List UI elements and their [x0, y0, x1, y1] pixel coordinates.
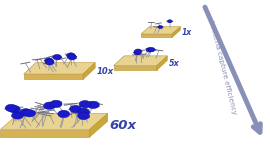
Ellipse shape — [134, 50, 141, 55]
Polygon shape — [172, 27, 180, 37]
Polygon shape — [113, 66, 157, 70]
Ellipse shape — [79, 100, 91, 108]
Polygon shape — [157, 56, 167, 70]
Ellipse shape — [45, 60, 54, 65]
Polygon shape — [0, 130, 89, 137]
Polygon shape — [0, 114, 108, 130]
Ellipse shape — [5, 104, 17, 112]
FancyArrowPatch shape — [205, 7, 260, 132]
Ellipse shape — [167, 20, 172, 23]
Ellipse shape — [58, 110, 70, 118]
Ellipse shape — [146, 48, 153, 52]
Ellipse shape — [45, 58, 53, 63]
Ellipse shape — [50, 100, 62, 108]
Polygon shape — [24, 74, 83, 79]
Ellipse shape — [134, 49, 141, 53]
Text: 60x: 60x — [109, 119, 136, 132]
Ellipse shape — [53, 54, 62, 60]
Polygon shape — [113, 56, 167, 66]
Text: 10x: 10x — [97, 67, 114, 76]
Polygon shape — [83, 63, 95, 79]
Ellipse shape — [44, 102, 56, 109]
Ellipse shape — [78, 112, 90, 120]
Ellipse shape — [78, 108, 90, 116]
Polygon shape — [141, 27, 180, 34]
Text: bacteria capture efficiency: bacteria capture efficiency — [208, 19, 238, 115]
Polygon shape — [24, 63, 95, 74]
Text: 1x: 1x — [182, 28, 192, 37]
Ellipse shape — [148, 47, 155, 52]
Ellipse shape — [87, 101, 99, 109]
Ellipse shape — [70, 105, 82, 113]
Ellipse shape — [12, 112, 23, 119]
Ellipse shape — [67, 53, 75, 58]
Ellipse shape — [158, 26, 163, 29]
Ellipse shape — [23, 110, 35, 117]
Ellipse shape — [20, 109, 32, 116]
Polygon shape — [141, 34, 172, 37]
Ellipse shape — [68, 55, 76, 60]
Ellipse shape — [8, 105, 20, 113]
Polygon shape — [89, 114, 108, 137]
Text: 5x: 5x — [168, 59, 179, 68]
